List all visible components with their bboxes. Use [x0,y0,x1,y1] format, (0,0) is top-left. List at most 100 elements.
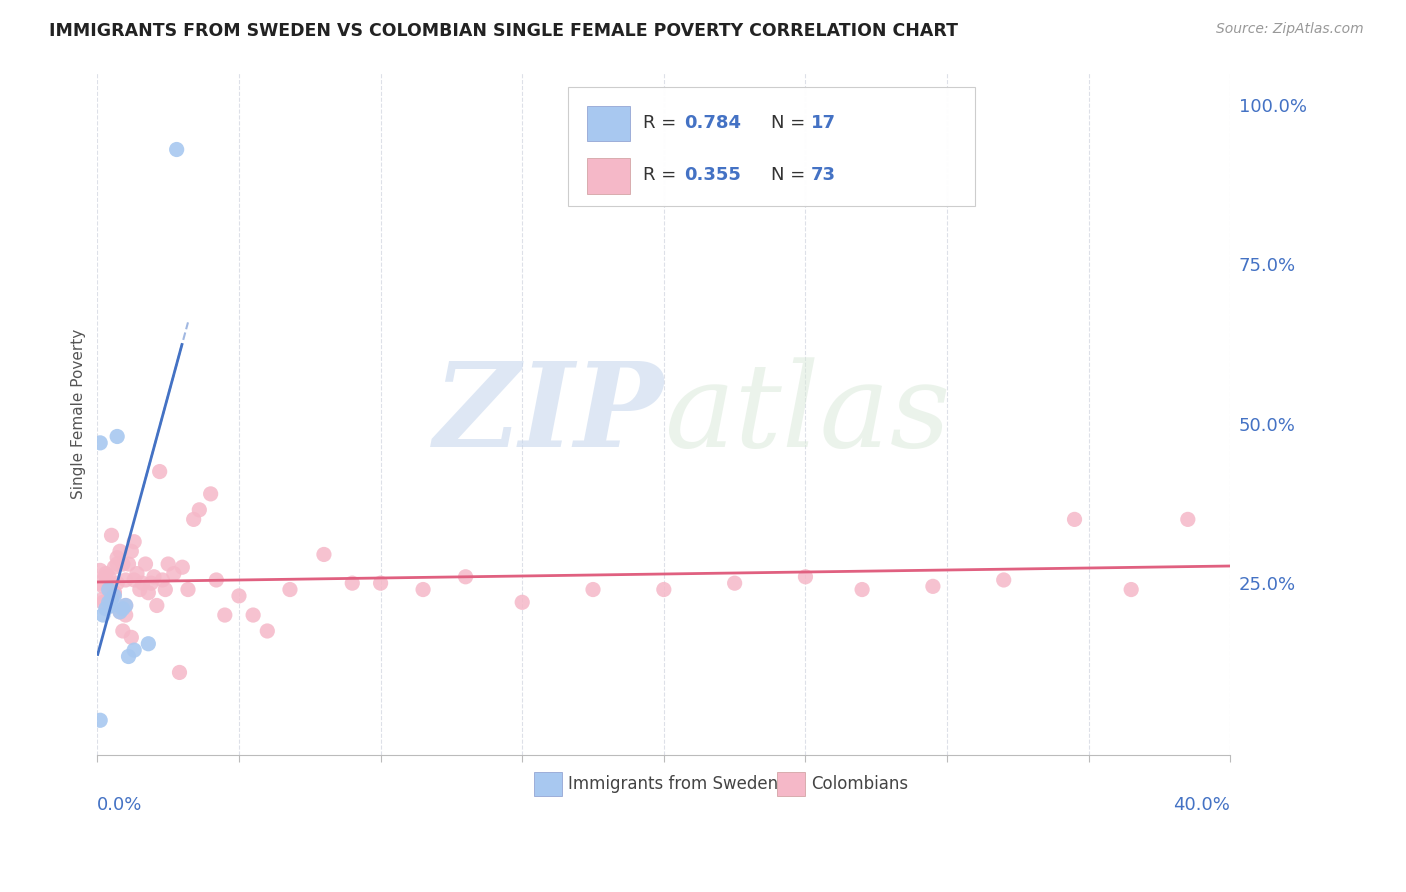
Point [125,566,148,581]
Point [134,557,156,571]
Point [172,560,194,574]
Point [138,585,160,599]
Point [131,576,153,591]
FancyBboxPatch shape [568,87,976,206]
Point [91,579,114,593]
Text: R =: R = [644,166,682,185]
Point [97,595,120,609]
Point [141,576,163,591]
Point [1121,582,1143,597]
Point [91,592,114,607]
Point [412,582,434,597]
Point [128,582,150,597]
Point [122,573,145,587]
Point [183,512,205,526]
Text: 73: 73 [811,166,837,185]
Point [100,582,122,597]
Point [89,713,111,727]
Point [105,557,128,571]
Point [993,573,1015,587]
Point [94,595,117,609]
Point [97,576,120,591]
FancyBboxPatch shape [533,772,562,797]
Point [205,573,228,587]
Point [177,582,200,597]
Point [105,429,128,443]
Point [155,582,177,597]
Point [89,435,111,450]
Point [138,637,160,651]
Point [97,582,120,597]
Point [724,576,747,591]
Point [111,624,134,638]
Text: atlas: atlas [664,357,950,472]
FancyBboxPatch shape [778,772,806,797]
Text: N =: N = [772,114,811,132]
Point [163,566,186,581]
Point [278,582,301,597]
Point [114,573,136,587]
Y-axis label: Single Female Poverty: Single Female Poverty [72,329,86,500]
Point [108,605,131,619]
Point [312,548,335,562]
Point [922,579,945,593]
Point [94,566,117,581]
Point [105,576,128,591]
Point [1063,512,1085,526]
Point [582,582,605,597]
Point [108,605,131,619]
Point [103,585,125,599]
Point [114,608,136,623]
Point [200,487,222,501]
Point [89,563,111,577]
Text: N =: N = [772,166,811,185]
Point [97,570,120,584]
Point [117,649,139,664]
Point [794,570,817,584]
Point [1177,512,1199,526]
Point [114,599,136,613]
Point [111,557,134,571]
Text: 40.0%: 40.0% [1174,797,1230,814]
Point [94,570,117,584]
Point [256,624,278,638]
Point [100,592,122,607]
Point [105,550,128,565]
Text: 0.0%: 0.0% [97,797,143,814]
Point [851,582,873,597]
Point [122,643,145,657]
Point [454,570,477,584]
Text: 0.784: 0.784 [685,114,741,132]
Point [149,465,172,479]
Point [214,608,236,623]
Point [100,528,122,542]
Point [370,576,392,591]
Point [94,601,117,615]
Point [146,599,169,613]
Point [103,560,125,574]
Text: Colombians: Colombians [811,775,908,793]
Text: Source: ZipAtlas.com: Source: ZipAtlas.com [1216,22,1364,37]
Point [114,599,136,613]
Point [228,589,250,603]
Point [188,503,211,517]
Text: 0.355: 0.355 [685,166,741,185]
Point [143,570,166,584]
Point [108,544,131,558]
Point [89,576,111,591]
Point [157,557,180,571]
Point [169,665,191,680]
Point [652,582,675,597]
Point [342,576,364,591]
Point [122,534,145,549]
Point [103,585,125,599]
Point [91,608,114,623]
Text: R =: R = [644,114,682,132]
Text: 17: 17 [811,114,837,132]
Point [117,557,139,571]
Point [97,592,120,607]
FancyBboxPatch shape [586,158,630,194]
Point [91,595,114,609]
Text: Immigrants from Sweden: Immigrants from Sweden [568,775,778,793]
Text: ZIP: ZIP [433,357,664,472]
